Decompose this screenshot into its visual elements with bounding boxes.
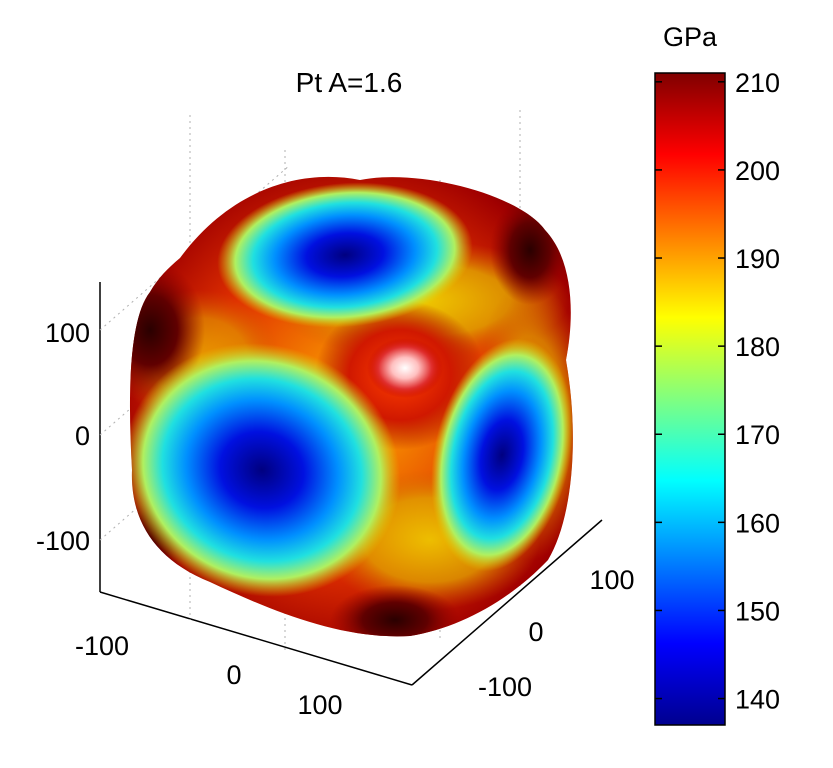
x-tick-label: 0 xyxy=(226,660,241,690)
colorbar-tick-label: 180 xyxy=(735,332,780,362)
colorbar-tick-label: 210 xyxy=(735,68,780,98)
y-axis-line xyxy=(411,519,603,686)
x-tick-label: 100 xyxy=(297,690,342,720)
colorbar-tick-label: 140 xyxy=(735,685,780,715)
z-tick-label: 0 xyxy=(75,421,90,451)
colorbar-tick-label: 170 xyxy=(735,420,780,450)
x-axis-ticks: -100 0 100 xyxy=(75,631,343,720)
z-axis-ticks: 100 0 -100 xyxy=(36,318,90,556)
colorbar-tick-label: 200 xyxy=(735,156,780,186)
y-tick-label: -100 xyxy=(478,672,532,702)
y-tick-label: 100 xyxy=(589,565,634,595)
colorbar-label: GPa xyxy=(663,22,718,52)
chart-title: Pt A=1.6 xyxy=(296,67,403,98)
z-tick-label: -100 xyxy=(36,526,90,556)
y-tick-label: 0 xyxy=(528,617,543,647)
colorbar-ticks: 210 200 190 180 170 160 150 140 xyxy=(655,68,780,715)
z-tick-label: 100 xyxy=(45,318,90,348)
y-axis-ticks: -100 0 100 xyxy=(478,565,635,702)
colorbar-gradient xyxy=(654,72,726,726)
axis-box xyxy=(99,282,603,686)
colorbar-tick-label: 190 xyxy=(735,244,780,274)
elastic-surface xyxy=(129,176,573,637)
x-axis-line xyxy=(99,591,413,686)
colorbar: GPa 210 200 190 180 170 160 150 140 xyxy=(654,22,780,726)
x-tick-label: -100 xyxy=(75,631,129,661)
colorbar-tick-label: 160 xyxy=(735,508,780,538)
colorbar-tick-label: 150 xyxy=(735,596,780,626)
